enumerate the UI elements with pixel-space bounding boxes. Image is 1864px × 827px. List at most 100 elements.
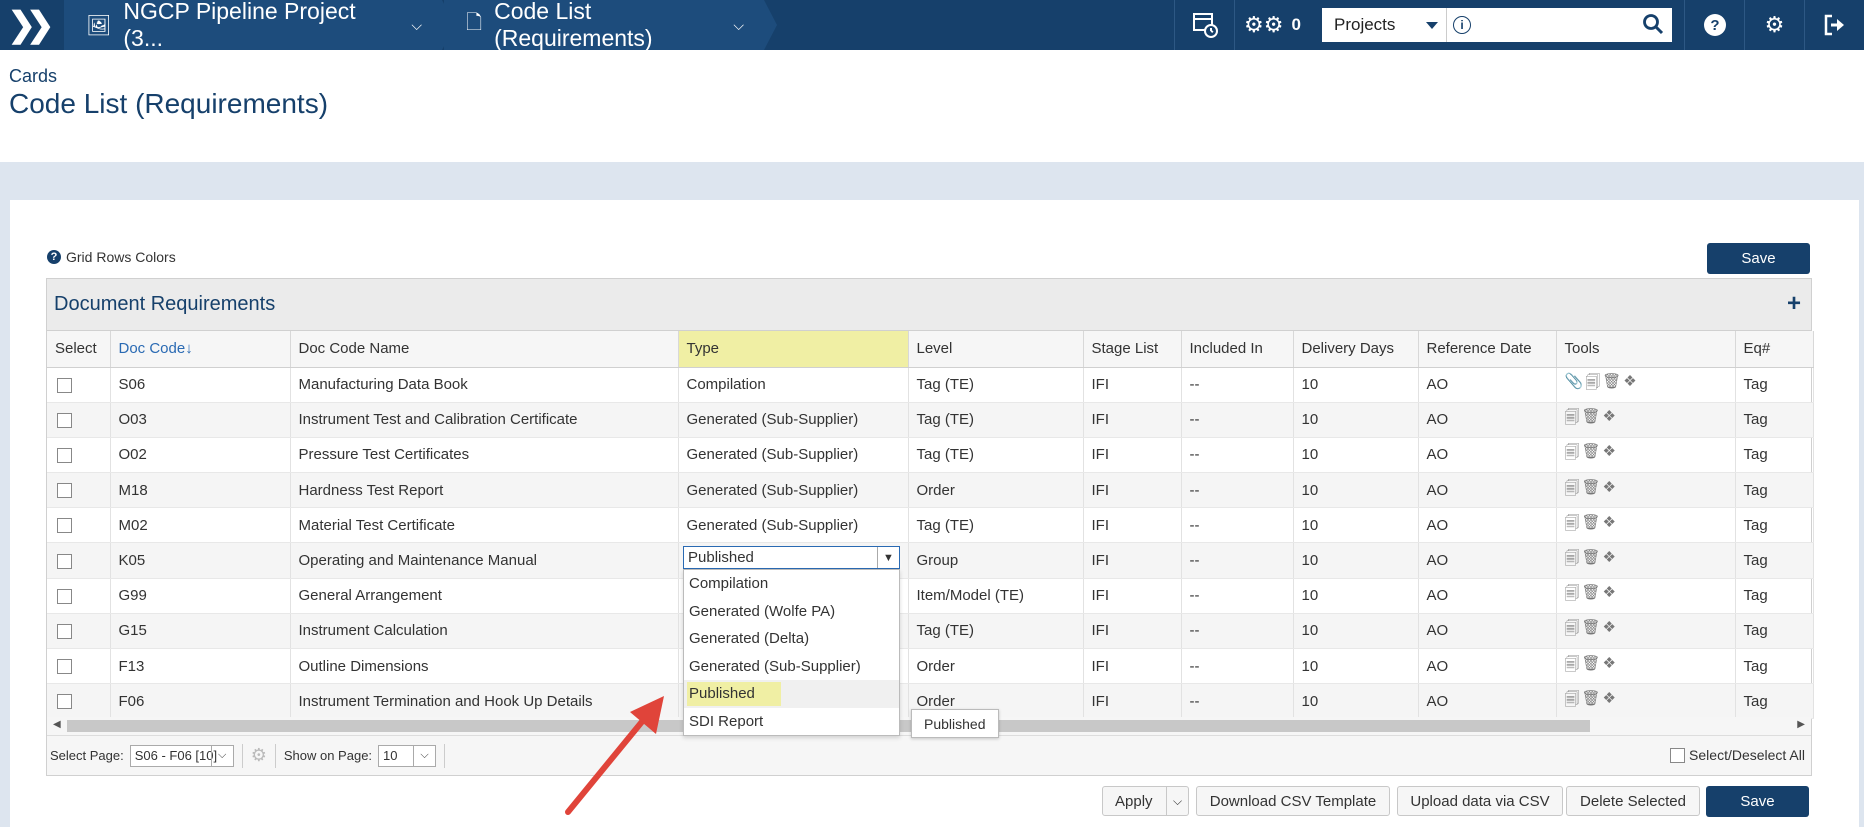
type-option-published[interactable]: Published <box>684 680 899 708</box>
copy-icon[interactable]: 🗐 <box>1564 479 1580 497</box>
type-option[interactable]: SDI Report <box>689 712 764 730</box>
trash-icon[interactable]: 🗑 <box>1581 408 1601 426</box>
select-deselect-all[interactable]: Select/Deselect All <box>1668 747 1805 763</box>
chevron-down-icon[interactable]: ⌵ <box>1166 787 1188 815</box>
gear-icon[interactable]: ⚙ <box>1744 0 1804 50</box>
cell-level: Tag (TE) <box>908 507 1084 544</box>
row-checkbox[interactable] <box>57 412 72 428</box>
row-checkbox[interactable] <box>57 623 72 639</box>
col-header-level[interactable]: Level <box>908 331 1084 368</box>
col-header-delivery-days[interactable]: Delivery Days <box>1293 331 1419 368</box>
copy-icon[interactable]: 🗐 <box>1564 620 1580 638</box>
row-checkbox[interactable] <box>57 518 72 534</box>
search-icon[interactable] <box>1642 13 1664 40</box>
col-header-included-in[interactable]: Included In <box>1181 331 1294 368</box>
trash-icon[interactable]: 🗑 <box>1581 619 1601 637</box>
search-input[interactable]: i <box>1447 8 1672 42</box>
caret-down-icon[interactable]: ▼ <box>877 547 899 568</box>
settings-tasks-button[interactable]: ⚙⚙ 0 <box>1234 0 1310 50</box>
table-row[interactable]: M02 Material Test Certificate Generated (S… <box>47 507 1814 544</box>
type-option[interactable]: Generated (Sub-Supplier) <box>689 657 861 675</box>
cell-included-in: -- <box>1181 613 1294 650</box>
table-row[interactable]: K05 Operating and Maintenance Manual Group… <box>47 542 1814 579</box>
attach-icon[interactable]: 📎 <box>1564 373 1584 391</box>
copy-icon[interactable]: 🗐 <box>1564 690 1580 708</box>
copy-icon[interactable]: 🗐 <box>1585 374 1601 392</box>
trash-icon[interactable]: 🗑 <box>1581 689 1601 707</box>
dropbox-icon[interactable]: ❖ <box>1602 549 1616 567</box>
row-checkbox[interactable] <box>57 659 72 675</box>
col-header-doc-code[interactable]: Doc Code↓ <box>110 331 291 368</box>
col-header-reference-date[interactable]: Reference Date <box>1418 331 1557 368</box>
cell-doc-code-name: Instrument Calculation <box>290 613 679 650</box>
trash-icon[interactable]: 🗑 <box>1581 513 1601 531</box>
trash-icon[interactable]: 🗑 <box>1581 654 1601 672</box>
breadcrumb[interactable]: Cards <box>9 66 58 86</box>
table-row[interactable]: F13 Outline Dimensions Order IFI -- 10 AO 🗐 🗑 ❖ Ta… <box>47 648 1814 685</box>
copy-icon[interactable]: 🗐 <box>1564 409 1580 427</box>
refresh-icon[interactable]: ⚙ <box>250 745 267 765</box>
row-checkbox[interactable] <box>57 377 72 393</box>
table-row[interactable]: S06 Manufacturing Data Book Compilation Tag… <box>47 367 1814 403</box>
scroll-left-icon[interactable]: ◀ <box>53 719 61 730</box>
table-row[interactable]: G99 General Arrangement Item/Model (TE) IFI… <box>47 578 1814 614</box>
select-page-dropdown[interactable]: S06 - F06 [10] ⌵ <box>129 744 234 767</box>
save-button-top[interactable]: Save <box>1707 243 1810 274</box>
dropbox-icon[interactable]: ❖ <box>1602 443 1616 461</box>
help-icon[interactable]: ? <box>1684 0 1744 50</box>
row-checkbox[interactable] <box>57 448 72 463</box>
show-on-page-dropdown[interactable]: 10 ⌵ <box>378 744 437 767</box>
dropbox-icon[interactable]: ❖ <box>1602 513 1616 531</box>
dropbox-icon[interactable]: ❖ <box>1602 478 1616 496</box>
copy-icon[interactable]: 🗐 <box>1564 550 1580 568</box>
trash-icon[interactable]: 🗑 <box>1581 443 1601 461</box>
dropbox-icon[interactable]: ❖ <box>1602 619 1616 637</box>
trash-icon[interactable]: 🗑 <box>1581 584 1601 602</box>
type-option[interactable]: Compilation <box>689 575 769 593</box>
info-icon[interactable]: i <box>1453 16 1471 34</box>
dropbox-icon[interactable]: ❖ <box>1602 689 1616 707</box>
row-checkbox[interactable] <box>57 694 72 710</box>
apply-button[interactable]: Apply ⌵ <box>1102 786 1189 816</box>
dropbox-icon[interactable]: ❖ <box>1602 408 1616 426</box>
row-checkbox[interactable] <box>57 483 72 499</box>
copy-icon[interactable]: 🗐 <box>1564 514 1580 532</box>
col-header-stage-list[interactable]: Stage List <box>1083 331 1182 368</box>
scroll-right-icon[interactable]: ▶ <box>1797 719 1805 730</box>
upload-csv-button[interactable]: Upload data via CSV <box>1397 786 1563 816</box>
col-header-type[interactable]: Type <box>678 331 909 368</box>
row-checkbox[interactable] <box>57 588 72 604</box>
type-select-input[interactable]: Published ▼ <box>683 546 900 569</box>
trash-icon[interactable]: 🗑 <box>1602 373 1622 391</box>
copy-icon[interactable]: 🗐 <box>1564 655 1580 673</box>
type-option[interactable]: Generated (Delta) <box>689 630 810 648</box>
save-button-bottom[interactable]: Save <box>1706 786 1809 817</box>
project-breadcrumb[interactable]: 🖼 NGCP Pipeline Project (3... ⌵ <box>64 0 455 51</box>
search-scope-select[interactable]: Projects <box>1322 8 1447 42</box>
logout-icon[interactable] <box>1804 0 1864 50</box>
delete-selected-button[interactable]: Delete Selected <box>1566 786 1700 816</box>
table-row[interactable]: O02 Pressure Test Certificates Generated (… <box>47 437 1814 474</box>
dropbox-icon[interactable]: ❖ <box>1602 584 1616 602</box>
trash-icon[interactable]: 🗑 <box>1581 549 1601 567</box>
table-row[interactable]: G15 Instrument Calculation Tag (TE) IFI -- 10… <box>47 613 1814 650</box>
row-checkbox[interactable] <box>57 553 72 569</box>
copy-icon[interactable]: 🗐 <box>1564 585 1580 603</box>
download-csv-button[interactable]: Download CSV Template <box>1196 786 1390 816</box>
type-option[interactable]: Generated (Wolfe PA) <box>689 602 836 620</box>
home-logo-icon[interactable]: ❯❯ <box>7 6 55 44</box>
table-row[interactable]: M18 Hardness Test Report Generated (Sub-Su… <box>47 472 1814 509</box>
grid-rows-colors-link[interactable]: ? Grid Rows Colors <box>47 249 176 265</box>
copy-icon[interactable]: 🗐 <box>1564 444 1580 462</box>
trash-icon[interactable]: 🗑 <box>1581 478 1601 496</box>
table-row[interactable]: O03 Instrument Test and Calibration Certi… <box>47 402 1814 438</box>
col-header-doc-code-name[interactable]: Doc Code Name <box>290 331 679 368</box>
dropbox-icon[interactable]: ❖ <box>1602 654 1616 672</box>
dropbox-icon[interactable]: ❖ <box>1623 373 1637 391</box>
cell-included-in: -- <box>1181 367 1294 403</box>
page-breadcrumb[interactable]: 🗋 Code List (Requirements) ⌵ <box>444 0 777 51</box>
schedule-icon[interactable] <box>1174 0 1234 50</box>
add-icon[interactable]: + <box>1786 290 1801 317</box>
select-all-checkbox[interactable] <box>1670 747 1686 763</box>
col-header-eq[interactable]: Eq# <box>1735 331 1814 368</box>
